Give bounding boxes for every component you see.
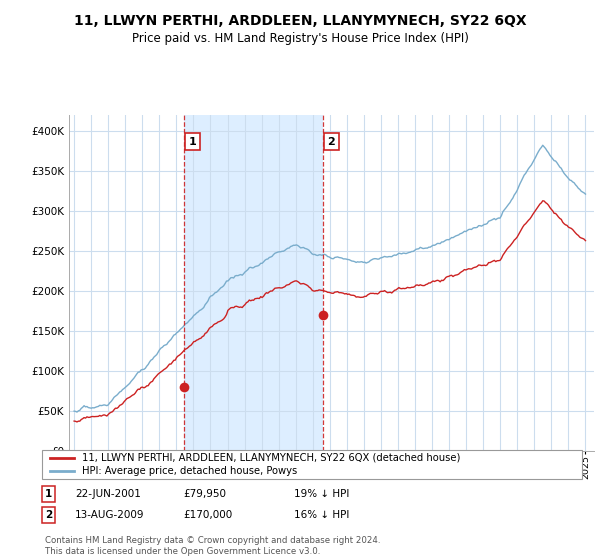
Text: 16% ↓ HPI: 16% ↓ HPI — [294, 510, 349, 520]
Text: 2: 2 — [328, 137, 335, 147]
Text: 13-AUG-2009: 13-AUG-2009 — [75, 510, 145, 520]
Text: Price paid vs. HM Land Registry's House Price Index (HPI): Price paid vs. HM Land Registry's House … — [131, 32, 469, 45]
Text: 1: 1 — [188, 137, 196, 147]
Text: 2: 2 — [45, 510, 52, 520]
Text: 1: 1 — [45, 489, 52, 499]
Text: 19% ↓ HPI: 19% ↓ HPI — [294, 489, 349, 499]
Text: £170,000: £170,000 — [183, 510, 232, 520]
Bar — [184, 115, 323, 451]
Text: 11, LLWYN PERTHI, ARDDLEEN, LLANYMYNECH, SY22 6QX: 11, LLWYN PERTHI, ARDDLEEN, LLANYMYNECH,… — [74, 14, 526, 28]
Text: 11, LLWYN PERTHI, ARDDLEEN, LLANYMYNECH, SY22 6QX (detached house): 11, LLWYN PERTHI, ARDDLEEN, LLANYMYNECH,… — [83, 452, 461, 463]
Text: HPI: Average price, detached house, Powys: HPI: Average price, detached house, Powy… — [83, 466, 298, 475]
FancyBboxPatch shape — [42, 450, 582, 479]
Text: Contains HM Land Registry data © Crown copyright and database right 2024.
This d: Contains HM Land Registry data © Crown c… — [45, 536, 380, 556]
Text: £79,950: £79,950 — [183, 489, 226, 499]
Text: 22-JUN-2001: 22-JUN-2001 — [75, 489, 141, 499]
